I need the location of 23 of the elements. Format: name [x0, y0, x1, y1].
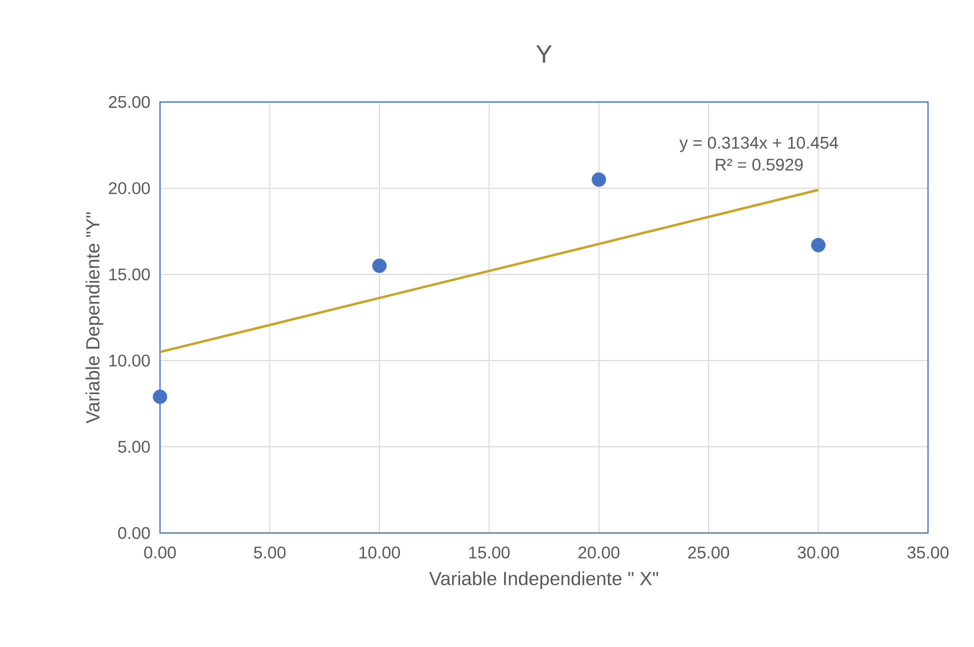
y-tick-label: 20.00 [108, 182, 150, 194]
x-tick-label: 25.00 [688, 546, 730, 559]
point [811, 238, 826, 252]
x-tick-label: 5.00 [254, 546, 286, 559]
x-tick-label: 0.00 [144, 546, 176, 559]
chart-title: Y [536, 45, 552, 62]
y-tick-label: 25.00 [108, 96, 150, 108]
x-tick-label: 30.00 [798, 546, 839, 559]
y-tick-label: 5.00 [118, 440, 150, 453]
y-tick-label: 10.00 [109, 354, 150, 367]
x-tick-label: 35.00 [907, 546, 949, 559]
annotation: y = 0.3134x + 10.454 [680, 136, 838, 152]
y-tick-label: 0.00 [118, 527, 150, 539]
x-tick-label: 10.00 [360, 546, 400, 559]
point [592, 172, 606, 187]
point [152, 390, 168, 404]
x-axis-title: Variable Independiente " X" [429, 571, 658, 589]
point [372, 258, 387, 273]
annotation: R² = 0.5929 [716, 158, 803, 171]
x-tick-label: 20.00 [578, 546, 620, 559]
x-tick-label: 15.00 [469, 546, 510, 559]
y-tick-label: 15.00 [109, 268, 150, 280]
y-axis-title: Variable Dependiente "Y" [86, 212, 104, 424]
